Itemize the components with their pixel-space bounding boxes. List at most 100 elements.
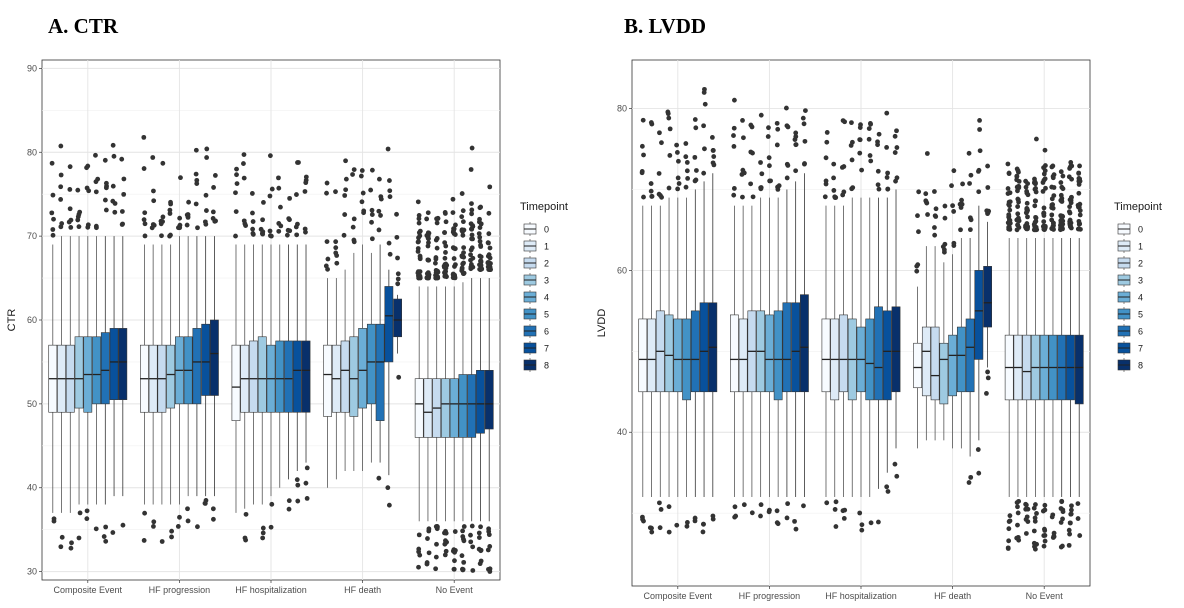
outlier-point <box>119 156 125 162</box>
outlier-point <box>1016 199 1021 205</box>
outlier-point <box>168 232 173 238</box>
outlier-point <box>416 216 422 222</box>
box-no-event-t3 <box>1031 136 1040 552</box>
outlier-point <box>857 150 863 156</box>
outlier-point <box>776 183 782 189</box>
outlier-point <box>859 167 865 173</box>
outlier-point <box>793 130 799 136</box>
outlier-point <box>1016 215 1021 221</box>
outlier-point <box>119 209 125 214</box>
x-tick-label: HF hospitalization <box>825 591 897 601</box>
outlier-point <box>1016 498 1022 504</box>
outlier-point <box>160 214 166 220</box>
outlier-point <box>831 188 837 193</box>
outlier-point <box>876 519 881 525</box>
outlier-point <box>433 554 439 560</box>
outlier-point <box>884 110 890 116</box>
outlier-point <box>343 187 349 193</box>
outlier-point <box>452 558 457 564</box>
outlier-point <box>868 158 874 164</box>
outlier-point <box>968 474 974 480</box>
outlier-point <box>49 160 55 166</box>
outlier-point <box>1032 186 1038 192</box>
outlier-point <box>1076 226 1082 232</box>
outlier-point <box>674 142 680 148</box>
box-iqr <box>366 323 376 405</box>
outlier-point <box>395 271 401 277</box>
outlier-point <box>709 134 715 140</box>
outlier-point <box>1058 218 1064 224</box>
box-hf-progression-t0 <box>140 134 149 543</box>
outlier-point <box>1067 204 1073 210</box>
outlier-point <box>914 263 920 269</box>
outlier-point <box>351 216 357 222</box>
outlier-point <box>741 135 746 141</box>
outlier-point <box>151 198 157 204</box>
outlier-point <box>284 232 290 238</box>
outlier-point <box>1032 203 1038 209</box>
outlier-point <box>67 187 73 192</box>
box-iqr <box>257 336 267 413</box>
outlier-point <box>1069 507 1074 513</box>
box-hf-progression-t6 <box>782 105 792 521</box>
outlier-point <box>110 530 116 535</box>
outlier-point <box>204 208 209 213</box>
outlier-point <box>151 523 156 529</box>
outlier-point <box>286 498 292 504</box>
outlier-point <box>641 194 646 200</box>
outlier-point <box>333 189 338 195</box>
box-iqr <box>393 298 402 338</box>
outlier-point <box>58 544 64 550</box>
outlier-point <box>975 447 981 452</box>
outlier-point <box>159 233 164 239</box>
outlier-point <box>210 209 216 215</box>
outlier-point <box>985 185 991 190</box>
outlier-point <box>1042 533 1048 538</box>
legend-label: 8 <box>1138 361 1143 371</box>
outlier-point <box>1051 172 1057 178</box>
outlier-point <box>186 199 192 205</box>
box-composite-event-t5 <box>682 141 691 529</box>
outlier-point <box>369 236 375 242</box>
outlier-point <box>151 519 157 525</box>
box-hf-progression-t2 <box>157 160 167 544</box>
outlier-point <box>783 105 789 111</box>
outlier-point <box>175 524 181 529</box>
outlier-point <box>966 480 972 485</box>
outlier-point <box>442 541 448 547</box>
legend-title: Timepoint <box>520 201 568 213</box>
outlier-point <box>417 269 423 275</box>
outlier-point <box>150 222 156 227</box>
outlier-point <box>469 145 475 151</box>
outlier-point <box>701 521 706 527</box>
legend-label: 5 <box>1138 310 1143 320</box>
outlier-point <box>1069 503 1074 509</box>
outlier-point <box>775 187 781 192</box>
outlier-point <box>234 172 239 178</box>
outlier-point <box>1023 531 1029 536</box>
outlier-point <box>740 167 746 173</box>
outlier-point <box>443 219 449 225</box>
outlier-point <box>666 529 672 535</box>
outlier-point <box>959 197 964 203</box>
outlier-point <box>1006 519 1012 524</box>
outlier-point <box>478 258 483 264</box>
outlier-point <box>1042 168 1048 174</box>
outlier-point <box>694 168 699 173</box>
box-composite-event-t0 <box>638 117 648 524</box>
outlier-point <box>185 506 190 512</box>
box-hf-hospitalization-t6 <box>874 131 883 525</box>
outlier-point <box>342 193 348 198</box>
outlier-point <box>940 244 946 250</box>
outlier-point <box>1042 502 1048 508</box>
outlier-point <box>478 242 483 248</box>
outlier-point <box>1032 544 1037 550</box>
outlier-point <box>396 374 402 380</box>
box-hf-hospitalization-t7 <box>882 110 892 494</box>
outlier-point <box>793 142 799 148</box>
outlier-point <box>925 212 930 217</box>
box-composite-event-t3 <box>664 109 674 535</box>
box-hf-progression-t4 <box>765 125 774 515</box>
outlier-point <box>333 245 339 251</box>
box-no-event-t2 <box>432 215 442 572</box>
